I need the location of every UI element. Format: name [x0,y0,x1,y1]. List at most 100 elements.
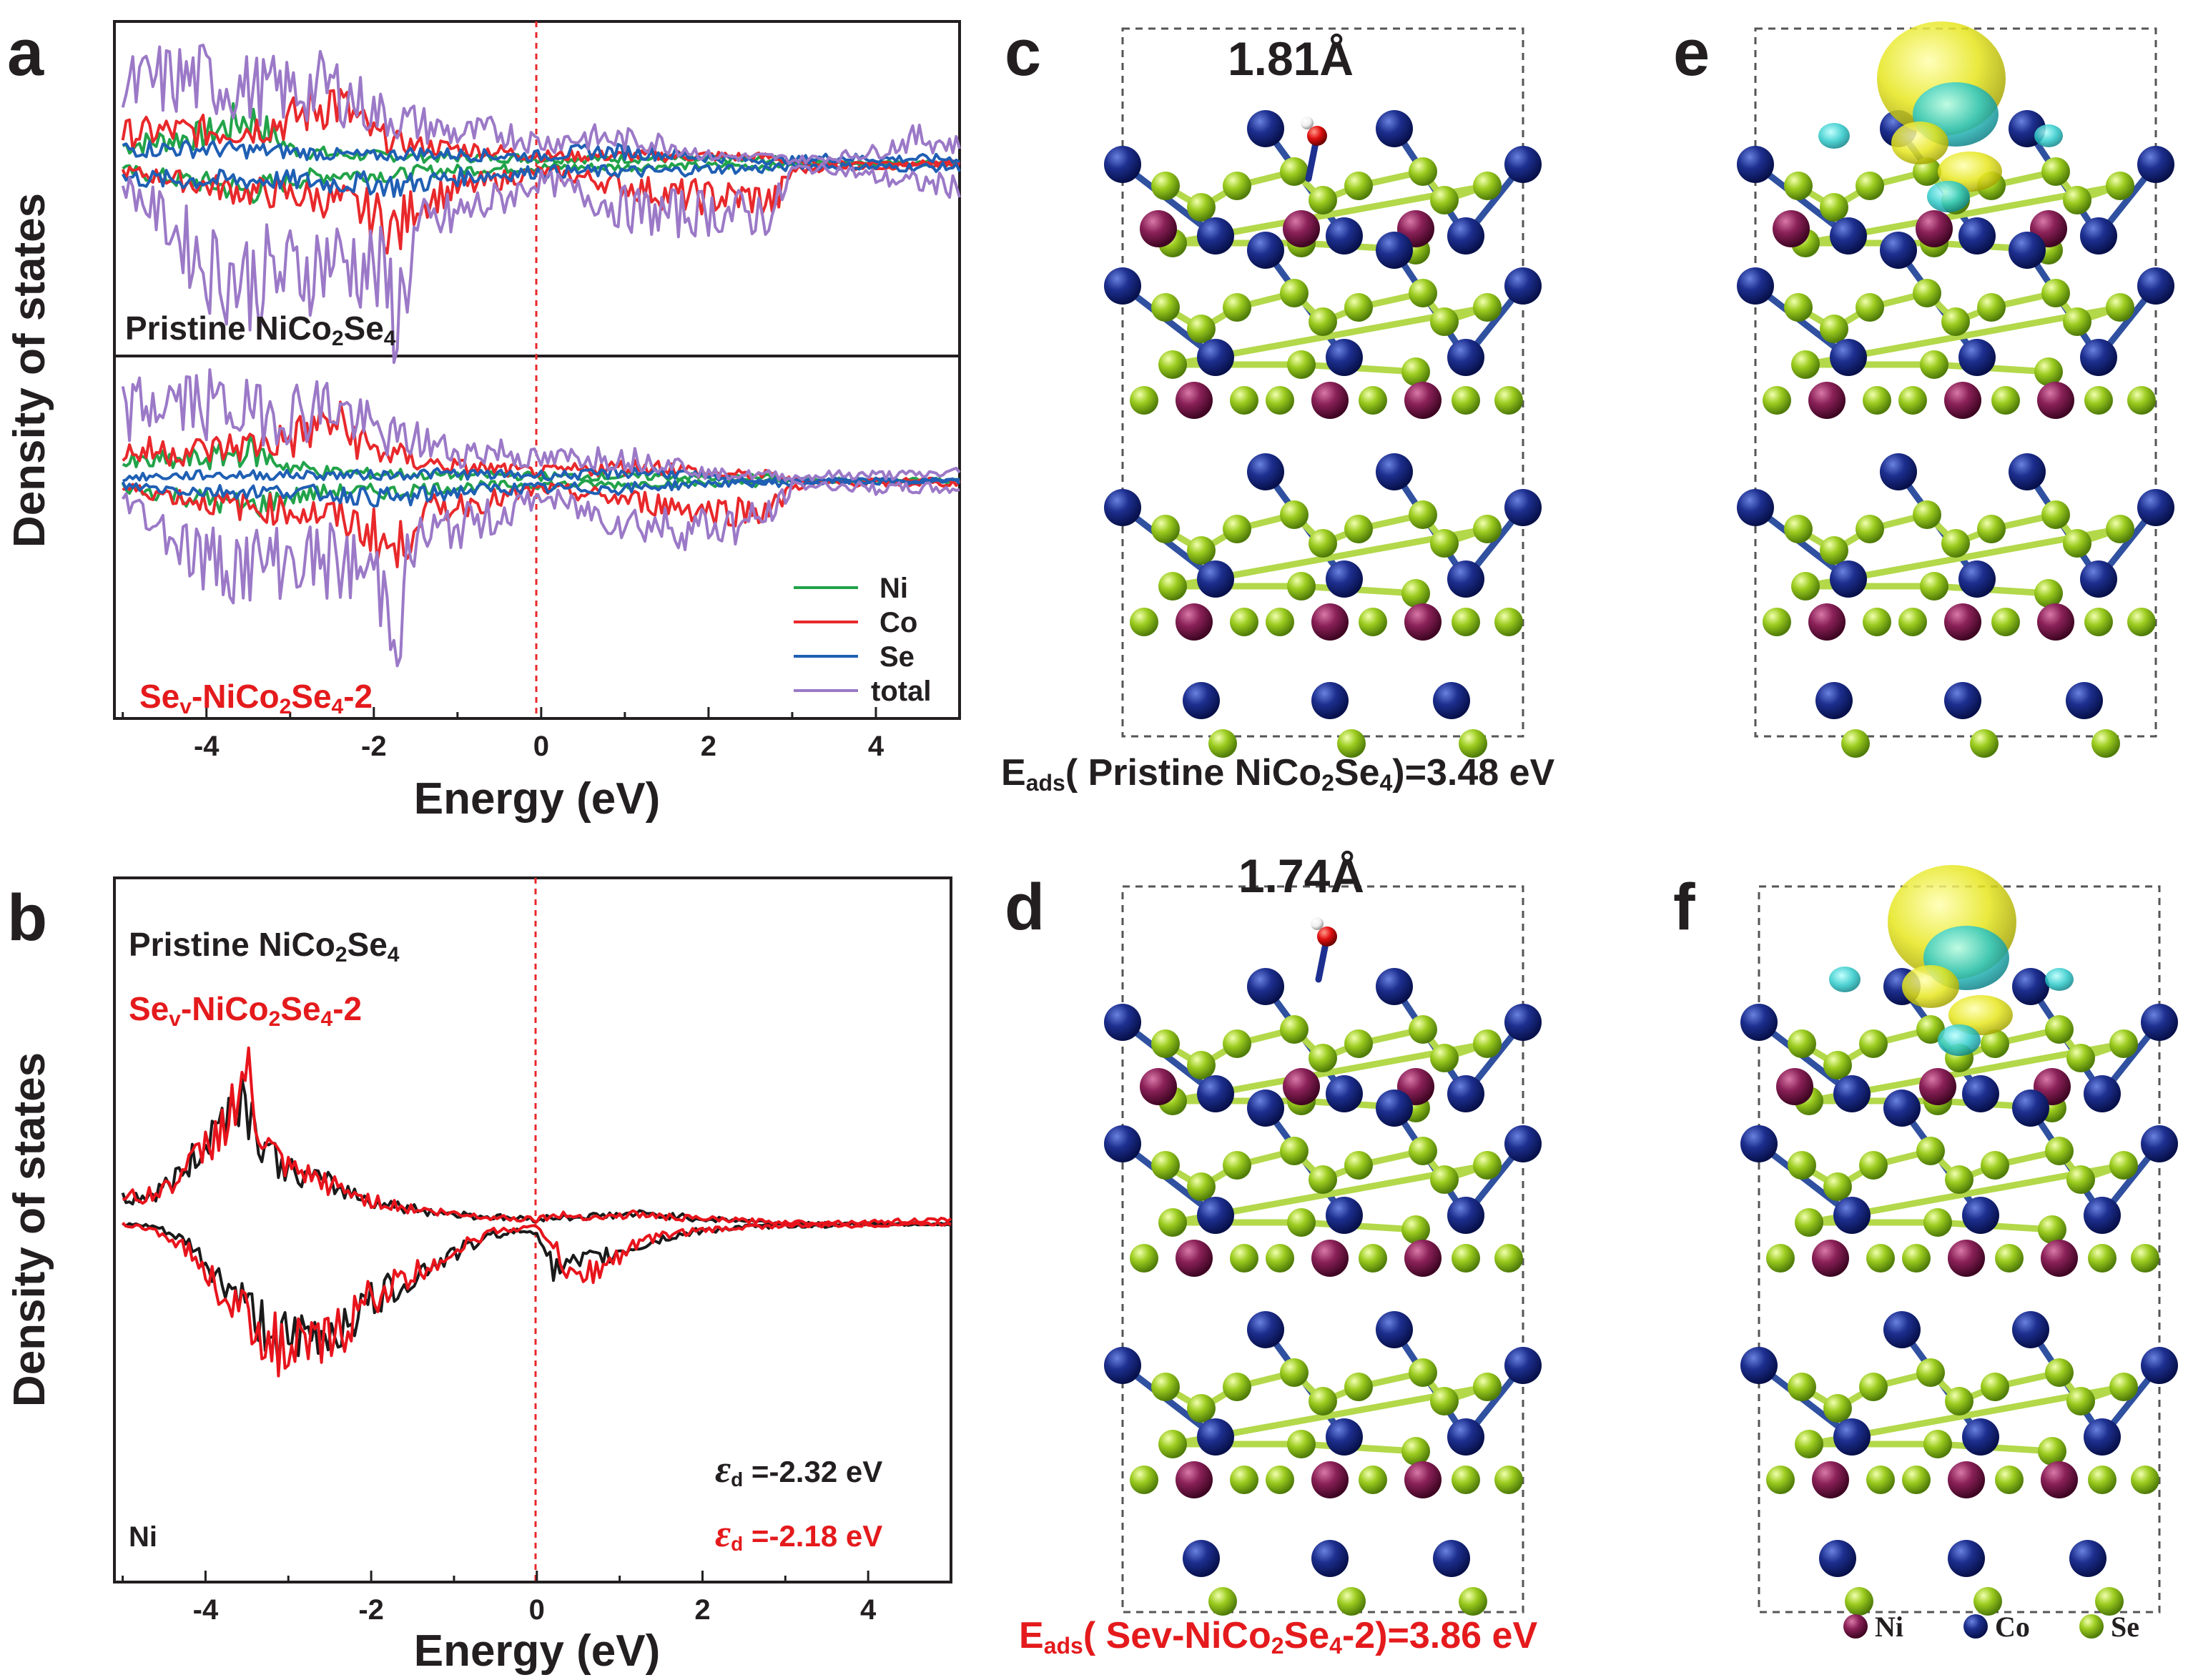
dos-line-sev-nico2se4-2-down [122,1220,952,1378]
atom-se [2063,186,2091,214]
panel-letter-c: c [1005,16,1041,89]
atom-se [1230,1466,1258,1494]
atom-se [1223,515,1251,543]
bond [1755,1019,1856,1097]
atom-se [1923,1430,1952,1458]
atom-se [1459,729,1487,758]
atom-se [1977,293,2006,322]
atom-co [1948,1540,1985,1577]
atom-se [1941,307,1970,336]
dos-line-total-up [121,368,961,483]
c-bond-length: 1.81Å [1228,32,1354,85]
atom-se [2038,1215,2066,1244]
atom-ni [1311,603,1349,641]
atom-o [1307,126,1327,146]
atom-co [1447,1418,1484,1456]
atom-se [1130,1244,1158,1273]
atom-co [1247,968,1284,1005]
atom-ni [1944,382,1981,419]
atom-ni [1404,603,1442,641]
bond [1755,1362,1856,1441]
atom-co [1376,110,1413,147]
charge-density-lobe [1818,123,1850,149]
atom-se [1230,386,1258,415]
atom-co [2069,1540,2106,1577]
atom-se [1151,515,1180,543]
atom-co [1883,1311,1921,1348]
atom-co [1447,217,1484,255]
atom-co [1447,1075,1484,1112]
atom-co [1247,1311,1284,1348]
structure-d [1104,885,1542,1616]
atom-se [1430,529,1459,558]
x-tick-label: -2 [358,1594,384,1626]
atom-se [1973,1587,2002,1616]
x-tick-label: 0 [533,731,549,762]
atom-co [2080,339,2117,376]
atom-se [1223,172,1251,200]
atom-se [2084,608,2113,636]
atom-se [1187,193,1216,222]
atom-se [1158,572,1187,601]
atom-se [1158,350,1187,379]
atom-se [1981,1151,2009,1180]
legend-ni-atom [1843,1614,1868,1639]
atom-co [2084,1197,2121,1234]
atom-se [1820,536,1848,565]
atom-ni [1404,382,1442,419]
atom-se [2034,357,2063,386]
atom-se [1280,500,1309,529]
dos-line-pristine-nico2se4-down [122,1221,952,1368]
atom-se [1452,1244,1480,1273]
atom-ni [1283,1068,1320,1105]
atom-se [1309,1387,1337,1415]
atom-se [1344,1373,1373,1401]
atom-se [2041,279,2070,307]
atom-se [2066,1044,2095,1072]
atom-se [1791,572,1820,601]
atom-se [1970,729,1999,758]
d-eads-sub1: 2 [1271,1633,1284,1659]
atom-se [1784,172,1813,200]
atom-co [1962,1075,1999,1112]
atom-se [1309,307,1337,336]
atom-ni [2037,382,2074,419]
b-eps-vacancy-sub: d [731,1533,743,1555]
atom-co [1833,1197,1871,1234]
atom-se [1130,608,1158,636]
b-element-label: Ni [129,1521,157,1553]
atom-ni [1311,382,1349,419]
atom-co [1958,339,1996,376]
b-eps-vacancy-value: =-2.18 eV [743,1519,882,1553]
atom-co [1247,232,1284,269]
a-bottom-label-sub2: 4 [332,695,344,718]
atom-se [1280,1358,1309,1387]
atom-co [1880,232,1917,269]
atom-se [2088,1244,2116,1273]
a-bottom-label-se2: Se [291,678,331,715]
atom-se [2063,529,2091,558]
atom-co [2084,1418,2121,1456]
atom-se [1766,1466,1795,1494]
atom-se [1859,1373,1888,1401]
atom-se [1280,279,1309,307]
atom-co [1737,146,1774,183]
atom-co [1376,968,1413,1005]
atom-se [1187,536,1216,565]
atom-se [1430,1044,1459,1072]
atom-se [1309,1165,1337,1194]
atom-se [1223,293,1251,322]
atom-se [1409,279,1437,307]
a-bottom-label-se: Se [139,678,179,715]
atom-se [1995,1466,2024,1494]
atom-se [1401,579,1430,608]
atom-se [1409,500,1437,529]
dos-line-total-down [121,162,961,365]
atom-co [1504,489,1542,526]
atom-ni [1311,1461,1349,1498]
panel-letter-e: e [1673,16,1710,89]
atom-ni [1948,1240,1985,1277]
atom-se [1795,1430,1823,1458]
d-eads-mid: Se [1284,1615,1330,1656]
atom-co [1247,110,1284,147]
